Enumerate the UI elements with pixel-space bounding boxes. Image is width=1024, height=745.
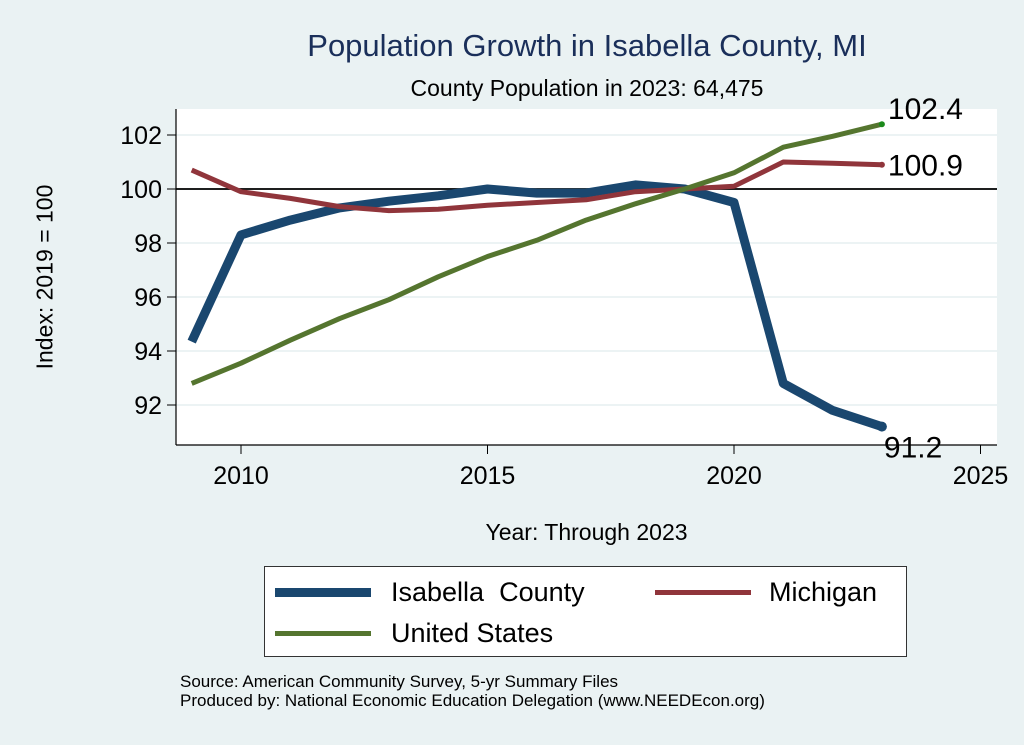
series-line-isabella-county <box>187 180 884 431</box>
chart-subtitle: County Population in 2023: 64,475 <box>410 75 764 101</box>
x-axis-label: Year: Through 2023 <box>485 519 688 545</box>
series-line-united-states <box>190 121 883 386</box>
y-tick-label: 100 <box>120 176 162 204</box>
end-marker-isabella-county <box>876 421 887 432</box>
legend-swatch-isabella <box>275 588 371 597</box>
producer-note: Produced by: National Economic Education… <box>180 691 765 710</box>
series-line-michigan <box>190 159 882 214</box>
legend-label-michigan: Michigan <box>769 577 878 607</box>
legend-item-united-states: United States <box>275 618 553 649</box>
legend-item-isabella: Isabella County <box>275 577 585 608</box>
legend-swatch-united-states <box>275 631 371 636</box>
x-tick-label: 2015 <box>460 462 516 490</box>
y-tick-label: 94 <box>134 338 162 366</box>
end-label-michigan: 100.9 <box>888 150 963 183</box>
end-label-isabella-county: 91.2 <box>884 432 942 465</box>
legend-label-isabella: Isabella County <box>391 577 585 607</box>
legend-label-united-states: United States <box>391 618 554 648</box>
legend: Isabella County Michigan United States <box>264 566 907 657</box>
chart-title: Population Growth in Isabella County, MI <box>307 28 867 63</box>
y-axis-label: Index: 2019 = 100 <box>31 184 58 370</box>
legend-item-michigan: Michigan <box>655 577 877 608</box>
x-tick-label: 2010 <box>213 462 269 490</box>
x-tick-label: 2025 <box>953 462 1009 490</box>
y-tick-label: 96 <box>134 284 162 312</box>
source-note: Source: American Community Survey, 5-yr … <box>180 672 619 691</box>
footer: Source: American Community Survey, 5-yr … <box>180 672 765 710</box>
end-marker-michigan <box>878 161 885 168</box>
y-tick-label: 98 <box>134 230 162 258</box>
legend-swatch-michigan <box>655 590 751 595</box>
end-label-united-states: 102.4 <box>888 93 963 126</box>
y-tick-label: 92 <box>134 392 162 420</box>
end-marker-united-states <box>878 121 885 128</box>
x-tick-label: 2020 <box>706 462 762 490</box>
plot-area <box>176 109 997 445</box>
y-tick-label: 102 <box>120 122 162 150</box>
